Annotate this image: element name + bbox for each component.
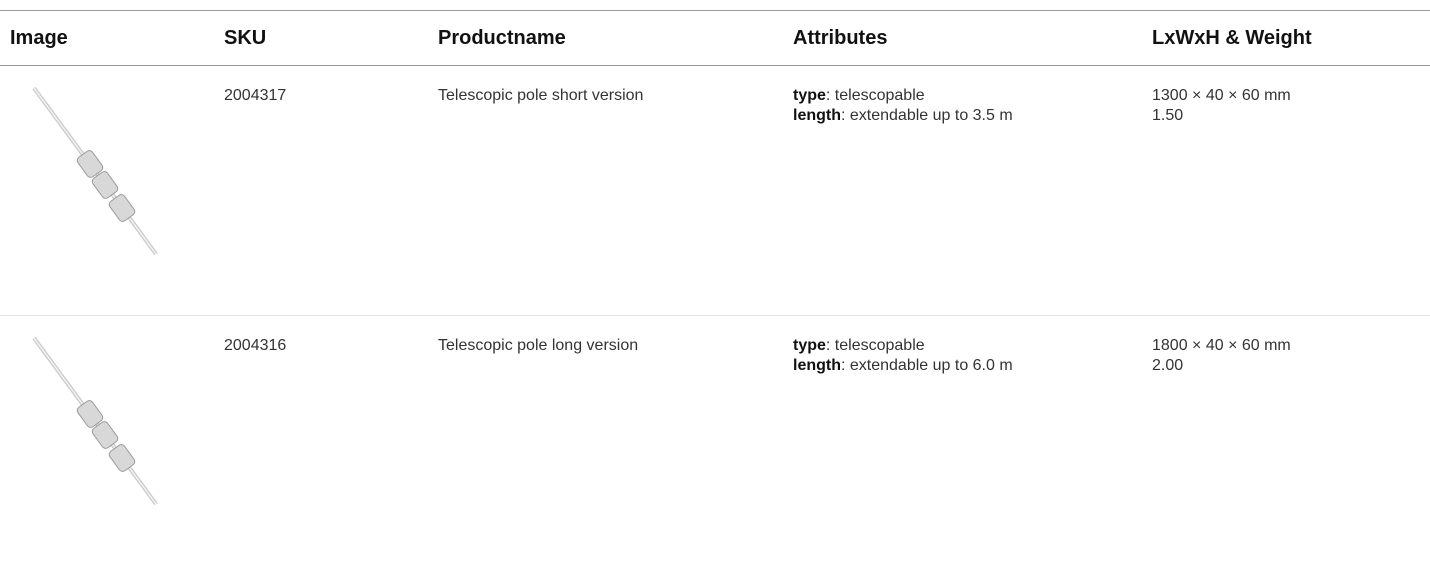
attribute-key: length: [793, 107, 841, 124]
column-header: SKU: [214, 11, 428, 66]
attribute-value: : extendable up to 3.5 m: [841, 107, 1013, 124]
attribute-key: type: [793, 87, 826, 104]
attribute: length: extendable up to 3.5 m: [793, 106, 1142, 126]
attribute: type: telescopable: [793, 336, 1142, 356]
attribute-key: length: [793, 357, 841, 374]
sku: 2004316: [214, 316, 428, 565]
column-header: LxWxH & Weight: [1142, 11, 1430, 66]
image-cell: [0, 316, 214, 565]
product-image: [30, 336, 160, 506]
weight: 2.00: [1152, 356, 1430, 376]
column-header: Attributes: [783, 11, 1142, 66]
product-name: Telescopic pole short version: [428, 66, 783, 316]
product-image: [30, 86, 160, 256]
sku: 2004317: [214, 66, 428, 316]
attribute-value: : extendable up to 6.0 m: [841, 357, 1013, 374]
page: {"table": { "headers": ["Image", "SKU", …: [0, 0, 1430, 507]
attribute-key: type: [793, 337, 826, 354]
product-name: Telescopic pole long version: [428, 316, 783, 565]
column-header: Productname: [428, 11, 783, 66]
weight: 1.50: [1152, 106, 1430, 126]
attribute: length: extendable up to 6.0 m: [793, 356, 1142, 376]
dimensions: 1800 × 40 × 60 mm: [1152, 336, 1430, 356]
attribute: type: telescopable: [793, 86, 1142, 106]
dimensions: 1300 × 40 × 60 mm: [1152, 86, 1430, 106]
image-cell: [0, 66, 214, 316]
column-header: Image: [0, 11, 214, 66]
attribute-value: : telescopable: [826, 87, 925, 104]
attribute-value: : telescopable: [826, 337, 925, 354]
